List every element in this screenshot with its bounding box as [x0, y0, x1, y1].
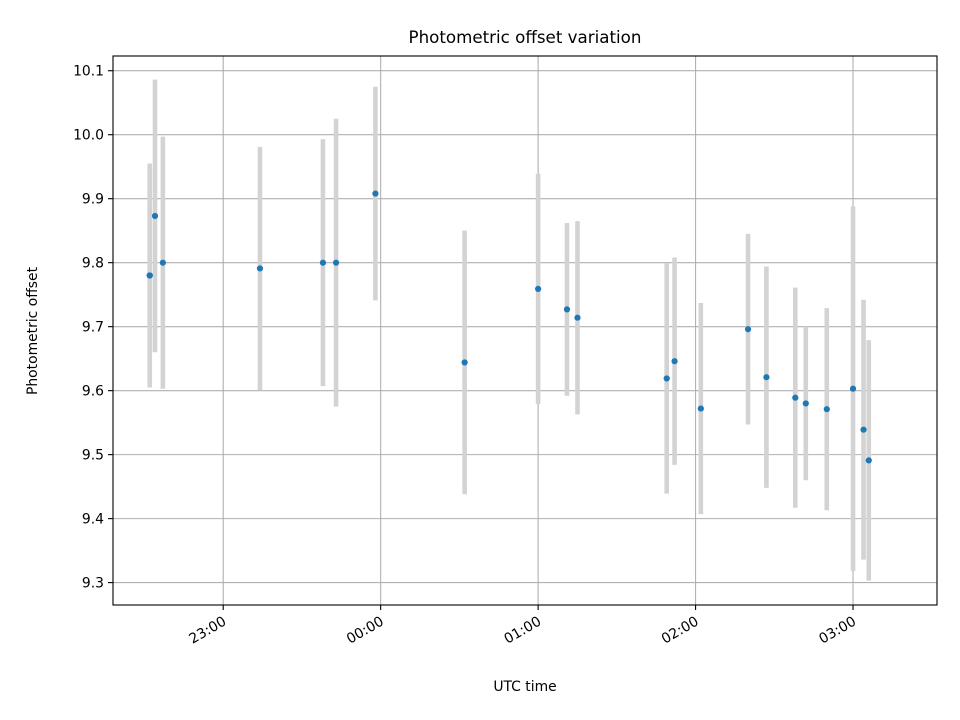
data-point [802, 400, 809, 407]
data-point [151, 212, 159, 220]
data-point [663, 375, 670, 382]
y-tick-label: 9.9 [82, 192, 104, 208]
y-tick-label: 9.4 [82, 512, 104, 528]
data-point [319, 259, 327, 266]
data-point [865, 457, 872, 464]
data-point [159, 259, 166, 266]
data-point [823, 406, 830, 413]
data-points [146, 190, 872, 464]
data-point [146, 272, 153, 279]
y-tick-label: 9.7 [82, 320, 104, 336]
data-point [372, 190, 379, 197]
data-point [535, 285, 542, 293]
data-point [256, 265, 264, 272]
data-point [697, 405, 704, 412]
y-tick-label: 9.6 [82, 384, 104, 400]
x-axis-label: UTC time [493, 679, 556, 695]
data-point [671, 358, 678, 365]
y-tick-label: 9.8 [82, 256, 104, 272]
y-tick-label: 9.3 [82, 576, 104, 592]
data-point [792, 394, 799, 401]
chart-title: Photometric offset variation [409, 27, 642, 47]
plot-frame [112, 55, 938, 606]
y-axis: 9.3 9.4 9.5 9.6 9.7 9.8 9.9 10.0 10.1 [73, 64, 113, 592]
y-tick-label: 10.0 [73, 128, 104, 144]
y-axis-label: Photometric offset [25, 266, 41, 395]
data-point [849, 385, 857, 392]
data-point [332, 259, 340, 266]
y-tick-label: 9.5 [82, 448, 104, 464]
data-point [563, 306, 571, 313]
y-tick-label: 10.1 [73, 64, 104, 80]
data-point [763, 374, 770, 381]
data-point [744, 326, 752, 333]
data-point [574, 314, 581, 321]
data-point [860, 426, 867, 433]
data-point [461, 359, 468, 366]
